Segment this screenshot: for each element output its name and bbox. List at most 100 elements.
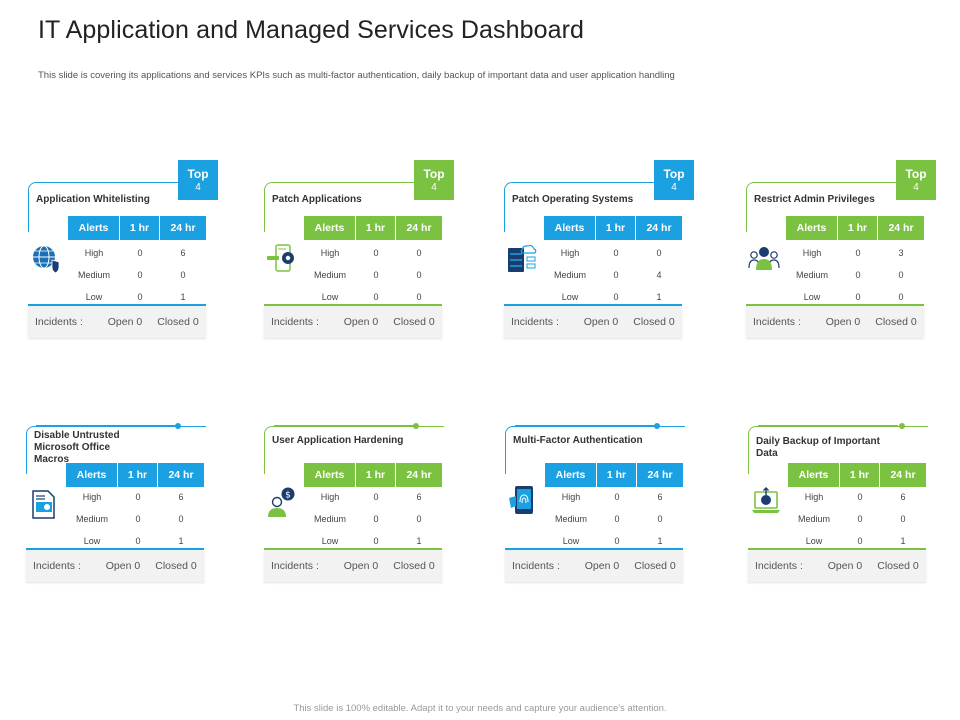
row-level: High: [560, 248, 580, 258]
row-1hr: 0: [857, 536, 863, 546]
top-badge-number: 4: [913, 182, 919, 193]
incidents-open: Open 0: [825, 316, 861, 328]
col-alerts: Alerts: [786, 216, 838, 240]
phone-gear-icon: [267, 244, 294, 272]
table-row: Low 0 1: [66, 530, 204, 552]
top-badge-number: 4: [195, 182, 201, 193]
col-24hr: 24 hr: [396, 216, 442, 240]
row-1hr: 0: [137, 270, 143, 280]
card-divider: [264, 548, 442, 550]
row-24hr: 0: [416, 248, 422, 258]
incidents-bar: Incidents : Open 0 Closed 0: [746, 306, 924, 338]
row-level: Medium: [75, 514, 108, 524]
page-subtitle: This slide is covering its applications …: [38, 70, 675, 81]
row-24hr: 0: [898, 270, 904, 280]
row-1hr: 0: [373, 270, 379, 280]
row-1hr: 0: [614, 514, 620, 524]
row-24hr: 1: [416, 536, 422, 546]
card-frame: [504, 182, 684, 232]
row-24hr: 6: [657, 492, 663, 502]
row-level: High: [82, 492, 102, 502]
card-top-line: [274, 425, 414, 426]
incidents-bar: Incidents : Open 0 Closed 0: [748, 550, 926, 582]
row-1hr: 0: [135, 536, 141, 546]
col-alerts: Alerts: [544, 216, 596, 240]
table-row: Medium 0 0: [304, 508, 442, 530]
row-1hr: 0: [373, 292, 379, 302]
row-24hr: 4: [656, 270, 662, 280]
row-24hr: 0: [656, 248, 662, 258]
card-frame: [748, 426, 928, 474]
card-title: Patch Applications: [272, 194, 362, 205]
incidents-closed: Closed 0: [393, 560, 435, 572]
incidents-bar: Incidents : Open 0 Closed 0: [28, 306, 206, 338]
row-level: Low: [83, 536, 101, 546]
phone-fingerprint-icon: [509, 486, 533, 514]
row-level: Low: [561, 292, 579, 302]
col-1hr: 1 hr: [596, 216, 636, 240]
table-row: High 0 3: [786, 242, 924, 264]
card-divider: [28, 304, 206, 306]
row-level: Low: [562, 536, 580, 546]
card-divider: [746, 304, 924, 306]
incidents-open: Open 0: [584, 560, 620, 572]
row-level: Medium: [554, 514, 587, 524]
row-24hr: 0: [180, 270, 186, 280]
table-row: Low 0 1: [788, 530, 926, 552]
table-row: Medium 0 0: [786, 264, 924, 286]
row-24hr: 0: [416, 270, 422, 280]
card-title: User Application Hardening: [272, 435, 404, 446]
col-24hr: 24 hr: [878, 216, 924, 240]
admin-users-icon: [748, 247, 780, 270]
incidents-open: Open 0: [105, 560, 141, 572]
laptop-backup-icon: [752, 487, 780, 513]
incidents-closed: Closed 0: [634, 560, 676, 572]
card-divider: [26, 548, 204, 550]
alerts-table-header: Alerts 1 hr 24 hr: [788, 463, 926, 487]
row-24hr: 0: [898, 292, 904, 302]
table-row: Medium 0 4: [544, 264, 682, 286]
table-row: High 0 0: [304, 242, 442, 264]
col-1hr: 1 hr: [356, 463, 396, 487]
top-badge-label: Top: [187, 167, 209, 181]
col-1hr: 1 hr: [597, 463, 637, 487]
row-24hr: 1: [180, 292, 186, 302]
card-frame: [28, 182, 208, 232]
card-top-line: [36, 425, 176, 426]
server-cloud-icon: [508, 244, 537, 272]
col-alerts: Alerts: [788, 463, 840, 487]
row-24hr: 6: [180, 248, 186, 258]
card-title: Restrict Admin Privileges: [754, 194, 875, 205]
card-frame: [264, 182, 444, 232]
row-1hr: 0: [614, 536, 620, 546]
card-divider: [504, 304, 682, 306]
card-frame: [26, 426, 206, 474]
card-title: Application Whitelisting: [36, 194, 150, 205]
row-24hr: 1: [657, 536, 663, 546]
card-divider: [505, 548, 683, 550]
row-24hr: 0: [900, 514, 906, 524]
row-24hr: 0: [657, 514, 663, 524]
row-1hr: 0: [373, 248, 379, 258]
incidents-open: Open 0: [827, 560, 863, 572]
incidents-bar: Incidents : Open 0 Closed 0: [504, 306, 682, 338]
incidents-closed: Closed 0: [875, 316, 917, 328]
col-alerts: Alerts: [304, 463, 356, 487]
row-level: High: [84, 248, 104, 258]
row-level: Low: [85, 292, 103, 302]
top-badge-label: Top: [663, 167, 685, 181]
col-alerts: Alerts: [68, 216, 120, 240]
table-row: Low 0 0: [304, 286, 442, 308]
row-24hr: 1: [656, 292, 662, 302]
alerts-table-header: Alerts 1 hr 24 hr: [545, 463, 683, 487]
incidents-closed: Closed 0: [633, 316, 675, 328]
table-row: Low 0 1: [544, 286, 682, 308]
col-24hr: 24 hr: [396, 463, 442, 487]
col-1hr: 1 hr: [838, 216, 878, 240]
table-row: Medium 0 0: [788, 508, 926, 530]
top-badge-label: Top: [905, 167, 927, 181]
incidents-bar: Incidents : Open 0 Closed 0: [505, 550, 683, 582]
incidents-bar: Incidents : Open 0 Closed 0: [26, 550, 204, 582]
row-1hr: 0: [373, 536, 379, 546]
row-1hr: 0: [855, 248, 861, 258]
